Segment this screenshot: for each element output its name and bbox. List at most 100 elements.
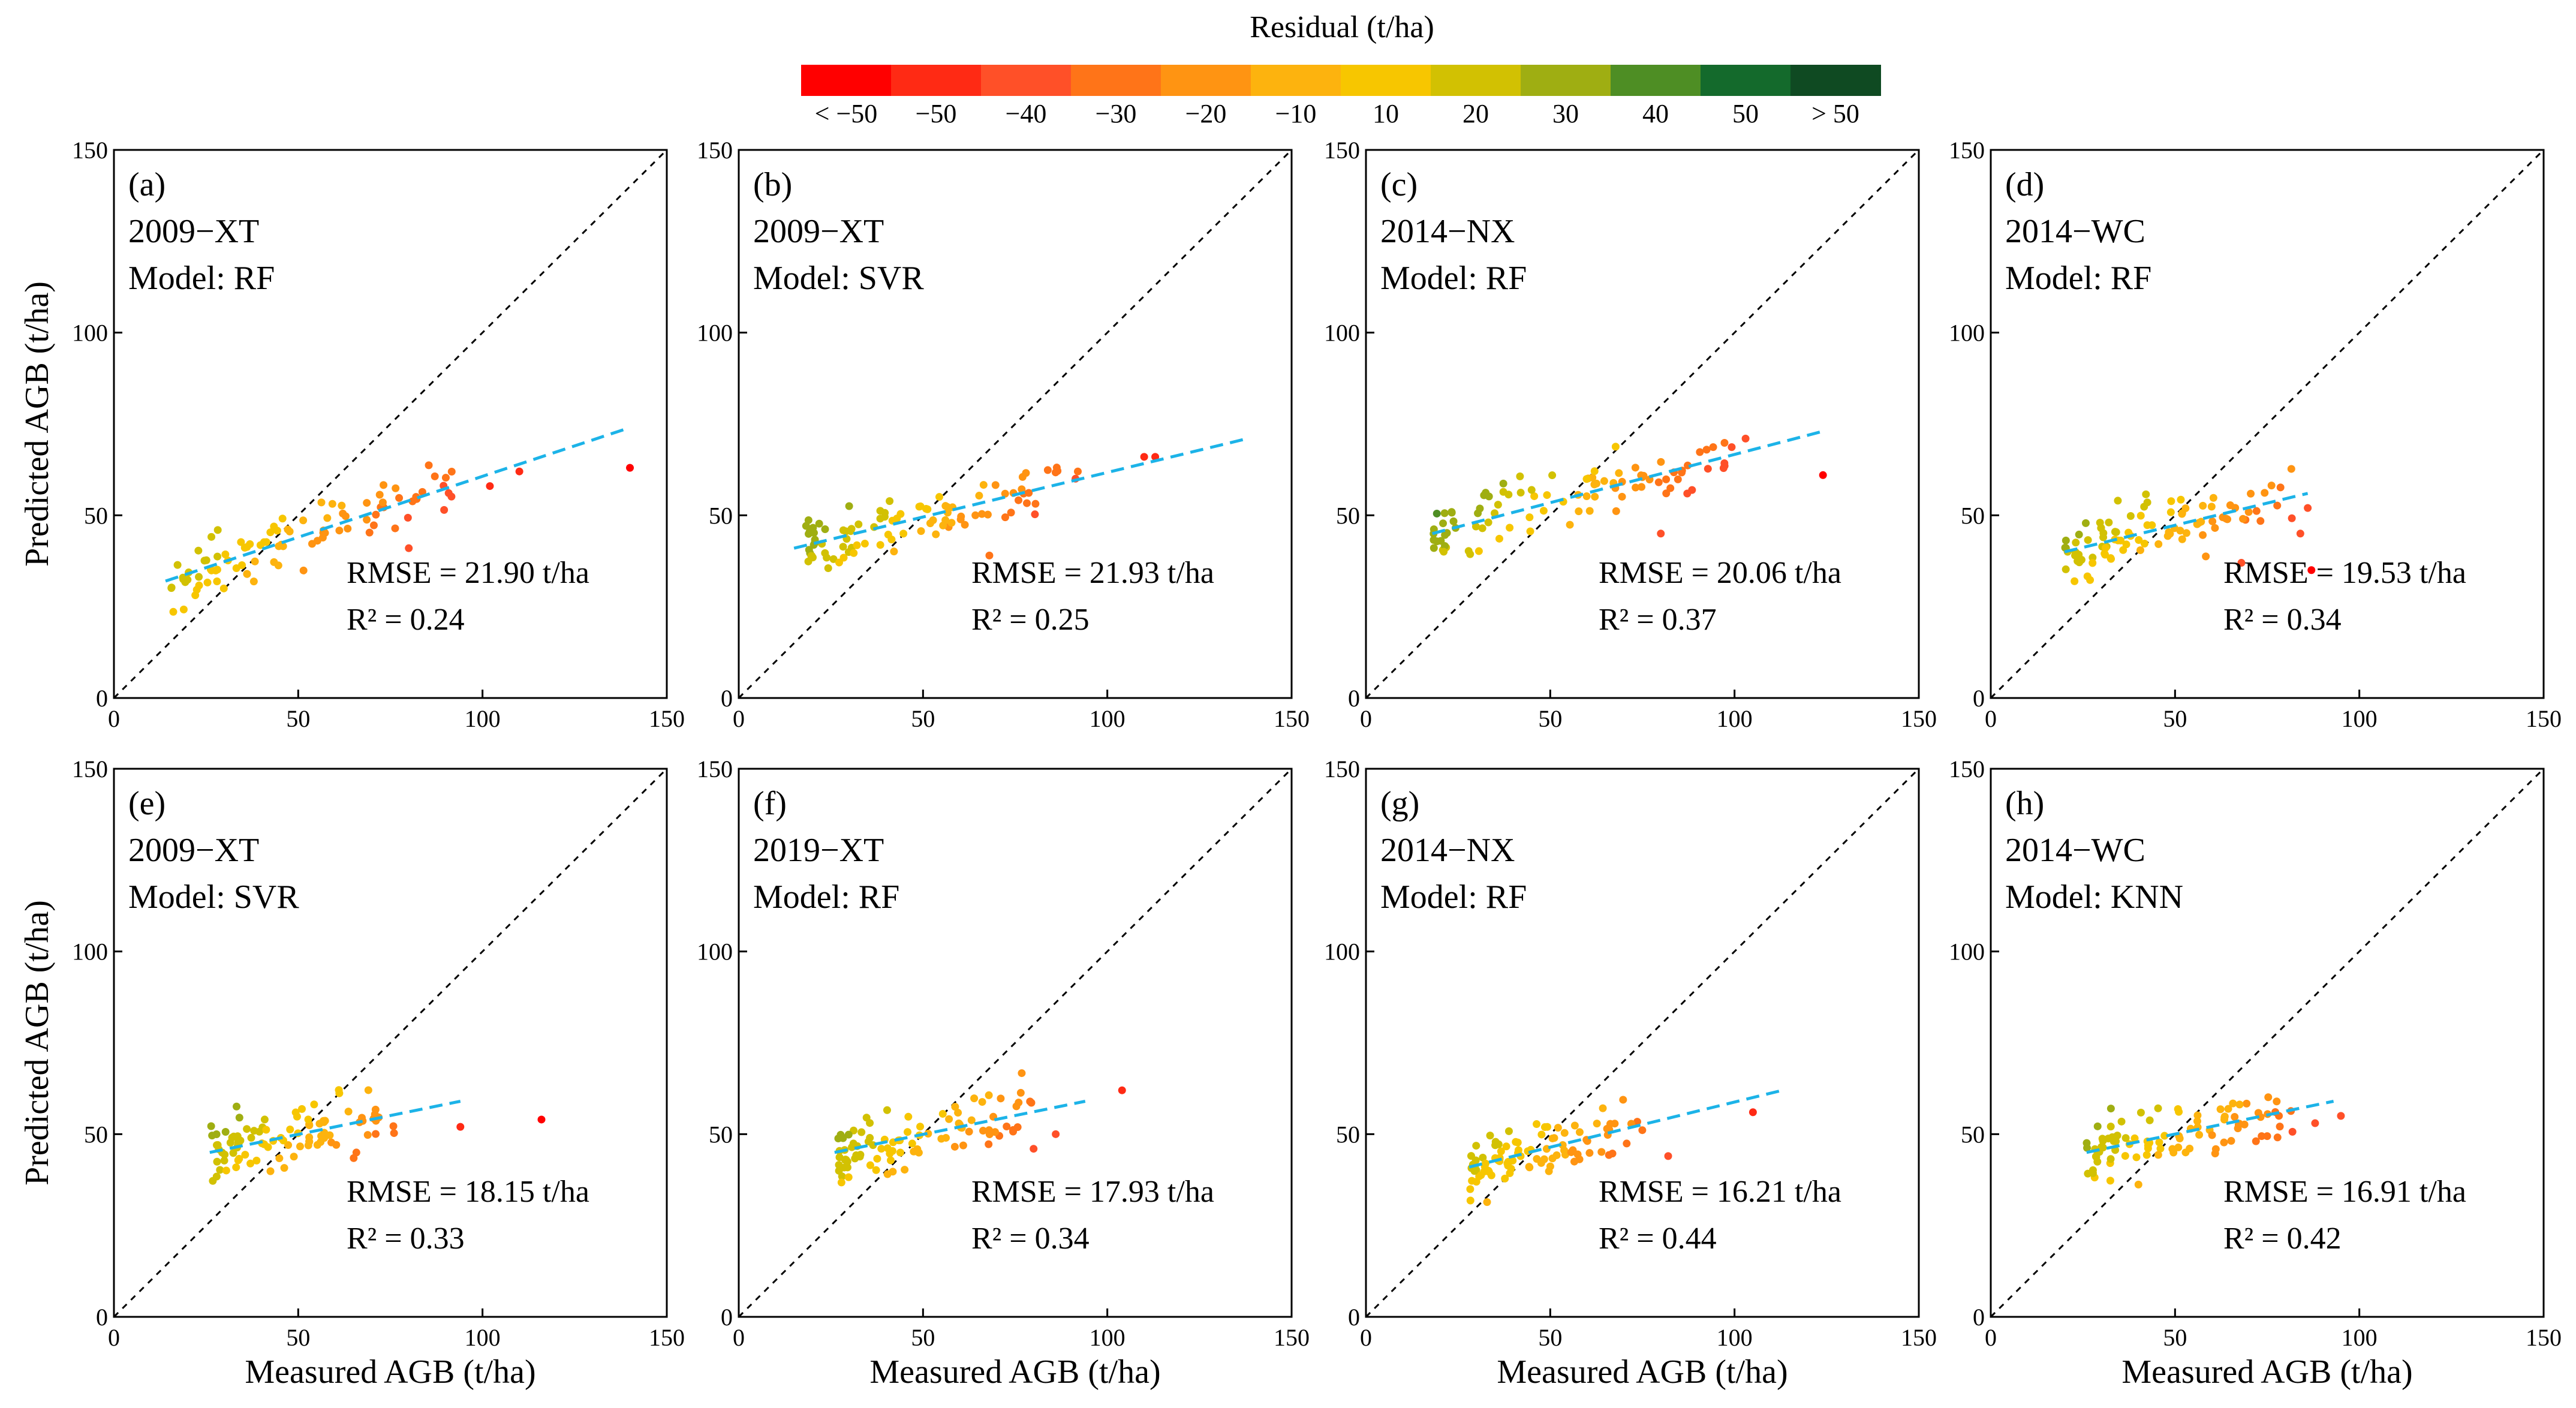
data-point — [207, 532, 216, 541]
data-point — [219, 584, 228, 592]
dataset-label: 2009−XT — [128, 213, 259, 250]
data-point — [2062, 536, 2070, 544]
data-point — [957, 512, 965, 521]
data-point — [1054, 467, 1062, 475]
data-point — [2197, 518, 2205, 526]
data-point — [1633, 1118, 1641, 1126]
rmse-label: RMSE = 20.06 t/ha — [1599, 556, 1841, 590]
data-point — [1662, 489, 1671, 498]
legend-label: −40 — [1006, 99, 1047, 128]
data-point — [2227, 1137, 2235, 1145]
data-point — [1509, 1156, 1517, 1165]
data-point — [935, 493, 943, 501]
data-point — [2132, 1153, 2141, 1162]
data-point — [2193, 1111, 2202, 1120]
data-point — [1709, 443, 1717, 452]
data-point — [2106, 1123, 2115, 1131]
data-point — [339, 509, 347, 518]
y-tick-label: 150 — [1324, 756, 1360, 783]
model-label: Model: RF — [128, 260, 275, 297]
data-point — [1550, 1134, 1558, 1142]
scatter-panel: 00 50 50 100 100 150 150 (g) 2014−NX Model: RF RMS… — [1324, 756, 1937, 1391]
data-point — [278, 515, 287, 523]
data-point — [1674, 475, 1682, 483]
data-point — [2167, 497, 2175, 506]
data-point — [440, 506, 449, 514]
data-point — [1539, 507, 1548, 515]
data-point — [2121, 1134, 2130, 1142]
data-point — [286, 1125, 294, 1133]
data-point — [1003, 1123, 1011, 1131]
data-point — [1664, 1152, 1672, 1160]
data-point — [2081, 519, 2090, 527]
data-point — [2174, 1105, 2182, 1113]
data-point — [1588, 474, 1597, 482]
data-point — [2083, 572, 2092, 580]
data-point — [213, 552, 222, 561]
data-point — [893, 515, 901, 523]
data-point — [2288, 1127, 2297, 1136]
one-to-one-line — [1365, 768, 1920, 1318]
data-point — [837, 1178, 845, 1187]
axes-frame — [1365, 149, 1920, 699]
data-point — [179, 605, 188, 613]
data-point — [853, 541, 861, 549]
data-point — [1611, 443, 1620, 451]
data-point — [375, 491, 384, 499]
y-tick-label: 50 — [84, 1121, 108, 1148]
scatter-panel: 00 50 50 100 100 150 150 (h) 2014−WC Model: KNN RM… — [1949, 756, 2562, 1391]
data-point — [1654, 478, 1663, 486]
panel-label: (b) — [753, 166, 792, 203]
dataset-label: 2014−NX — [1380, 832, 1515, 869]
x-tick-label: 50 — [1538, 1324, 1562, 1351]
data-point — [2296, 529, 2304, 538]
legend-swatch — [1161, 65, 1251, 96]
data-point — [821, 525, 829, 534]
dataset-label: 2019−XT — [753, 832, 884, 869]
data-point — [2267, 482, 2276, 490]
data-point — [243, 570, 251, 578]
model-label: Model: RF — [1380, 879, 1527, 916]
data-point — [923, 505, 932, 513]
data-point — [1683, 489, 1692, 498]
scatter-panel: 00 50 50 100 100 150 150 (e) 2009−XT Model: SVR RM… — [19, 756, 685, 1391]
data-point — [260, 538, 268, 546]
y-tick-label: 0 — [96, 685, 108, 712]
data-point — [1702, 446, 1711, 454]
data-point — [1501, 1174, 1509, 1183]
data-point — [246, 1159, 255, 1168]
x-tick-label: 150 — [1901, 1324, 1937, 1351]
data-point — [1540, 1155, 1548, 1163]
data-point — [1608, 1150, 1617, 1158]
r2-label: R² = 0.25 — [971, 603, 1090, 637]
data-point — [1015, 496, 1023, 504]
data-point — [2156, 1144, 2165, 1153]
data-point — [883, 1106, 891, 1114]
data-point — [1031, 500, 1040, 508]
data-point — [299, 516, 308, 525]
data-point — [997, 1094, 1005, 1103]
data-point — [2154, 1104, 2162, 1112]
data-point — [344, 524, 352, 532]
legend-swatch — [1341, 65, 1431, 96]
data-point — [884, 531, 892, 539]
data-point — [985, 551, 994, 559]
data-point — [1657, 458, 1665, 466]
data-point — [2211, 524, 2219, 532]
scatter-panel: 00 50 50 100 100 150 150 (d) 2014−WC Model: RF RMS… — [1949, 137, 2562, 732]
data-point — [1599, 1104, 1607, 1112]
data-point — [886, 497, 894, 506]
data-point — [1449, 517, 1458, 525]
data-point — [904, 1128, 912, 1136]
data-point — [2145, 1116, 2154, 1124]
x-tick-label: 150 — [649, 1324, 685, 1351]
data-point — [1593, 1120, 1601, 1128]
data-point — [2182, 529, 2190, 537]
data-point — [486, 482, 494, 491]
data-point — [1023, 499, 1031, 507]
regression-line — [2086, 1100, 2334, 1154]
data-point — [1618, 492, 1626, 501]
data-point — [1448, 508, 1456, 516]
data-point — [350, 1154, 358, 1162]
x-axis-label: Measured AGB (t/ha) — [245, 1353, 535, 1391]
